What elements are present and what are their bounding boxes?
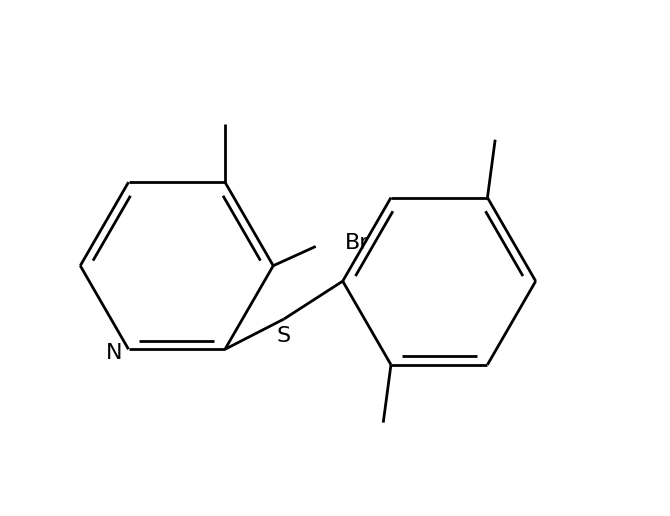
Text: S: S — [277, 326, 291, 346]
Text: N: N — [107, 343, 123, 363]
Text: Br: Br — [345, 233, 370, 252]
